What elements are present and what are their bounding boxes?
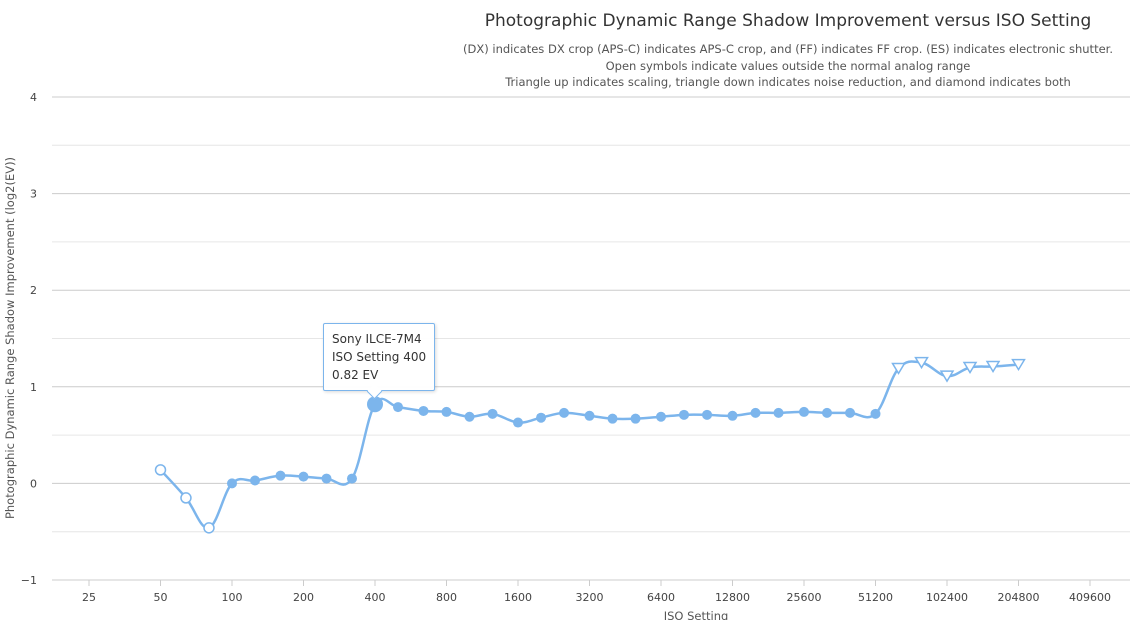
tooltip-series-name: Sony ILCE-7M4 (332, 332, 422, 347)
data-point-open[interactable] (203, 522, 215, 534)
x-tick-label: 12800 (715, 591, 750, 604)
x-tick-label: 3200 (576, 591, 604, 604)
x-tick-label: 50 (154, 591, 168, 604)
data-point[interactable] (367, 396, 383, 413)
data-point-triangle-down[interactable] (891, 362, 906, 375)
data-point[interactable] (559, 407, 570, 418)
tooltip-iso: ISO Setting 400 (332, 350, 427, 365)
y-tick-label: 4 (30, 91, 37, 104)
x-tick-label: 6400 (647, 591, 675, 604)
series-group (154, 356, 1026, 534)
data-point-triangle-down[interactable] (1011, 358, 1026, 372)
data-point[interactable] (584, 410, 595, 421)
x-tick-label: 100 (222, 591, 243, 604)
grid-lines (52, 96, 1130, 581)
x-tick-label: 800 (436, 591, 457, 604)
y-axis-title: Photographic Dynamic Range Shadow Improv… (3, 157, 17, 519)
data-point[interactable] (441, 406, 452, 417)
y-tick-label: 1 (30, 381, 37, 394)
data-point[interactable] (227, 478, 237, 489)
chart-subtitle-line-1: (DX) indicates DX crop (APS-C) indicates… (463, 42, 1113, 56)
data-point[interactable] (630, 413, 641, 424)
chart-subtitle-line-3: Triangle up indicates scaling, triangle … (504, 75, 1071, 89)
data-point-triangle-down[interactable] (939, 370, 955, 383)
data-point[interactable] (845, 407, 856, 418)
data-point[interactable] (321, 473, 332, 484)
data-point[interactable] (250, 475, 261, 486)
data-point-open[interactable] (154, 464, 167, 476)
data-point[interactable] (513, 417, 523, 428)
data-point[interactable] (275, 470, 286, 481)
data-point[interactable] (679, 409, 690, 420)
x-tick-label: 51200 (858, 591, 893, 604)
tooltip: Sony ILCE-7M4 ISO Setting 400 0.82 EV (323, 323, 436, 400)
data-point[interactable] (750, 407, 761, 418)
y-tick-label: 0 (30, 477, 37, 490)
x-tick-label: 200 (293, 591, 314, 604)
data-point[interactable] (773, 407, 784, 418)
y-tick-label: 2 (30, 284, 37, 297)
x-axis-ticks: 25 50 100 200 400 800 1600 3200 6400 12800 25600 51… (82, 580, 1111, 604)
data-point[interactable] (727, 410, 738, 421)
x-tick-label: 25600 (787, 591, 822, 604)
data-point[interactable] (822, 407, 833, 418)
data-point[interactable] (487, 408, 498, 419)
x-tick-label: 409600 (1069, 591, 1111, 604)
data-point[interactable] (418, 405, 429, 416)
data-point[interactable] (656, 411, 666, 422)
x-tick-label: 25 (82, 591, 96, 604)
chart-title: Photographic Dynamic Range Shadow Improv… (485, 11, 1092, 31)
data-point[interactable] (607, 413, 618, 424)
x-tick-label: 204800 (998, 591, 1040, 604)
data-point-triangle-down[interactable] (914, 356, 929, 370)
x-tick-label: 400 (365, 591, 386, 604)
data-point[interactable] (702, 409, 713, 420)
data-point-triangle-down[interactable] (962, 361, 978, 374)
x-axis-title: ISO Setting (664, 609, 729, 620)
data-point[interactable] (870, 408, 881, 419)
data-point[interactable] (298, 471, 309, 482)
data-point-open[interactable] (180, 492, 192, 504)
chart-subtitle-line-2: Open symbols indicate values outside the… (606, 59, 971, 73)
x-tick-label: 1600 (504, 591, 532, 604)
tooltip-value: 0.82 EV (332, 368, 379, 383)
data-point[interactable] (536, 412, 547, 423)
data-point[interactable] (393, 402, 404, 413)
y-tick-label: 3 (30, 188, 37, 201)
y-tick-label: −1 (21, 574, 37, 587)
x-tick-label: 102400 (926, 591, 968, 604)
data-point[interactable] (464, 411, 475, 422)
data-point-triangle-down[interactable] (985, 360, 1001, 373)
y-axis-ticks: −1 0 1 2 3 4 (21, 91, 37, 587)
data-point[interactable] (799, 406, 809, 417)
data-point[interactable] (346, 473, 357, 484)
